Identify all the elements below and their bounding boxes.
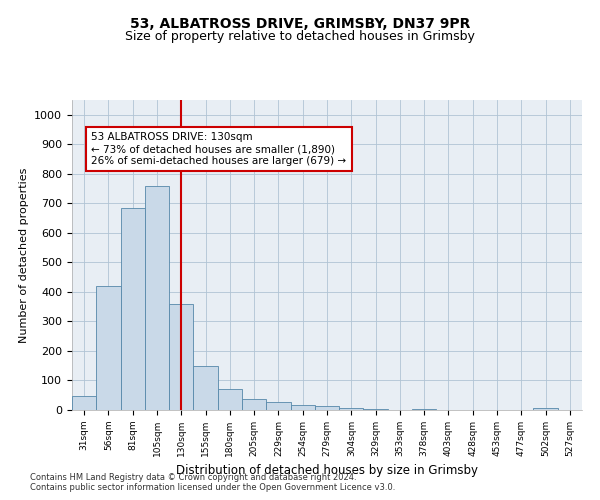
- Text: Contains public sector information licensed under the Open Government Licence v3: Contains public sector information licen…: [30, 482, 395, 492]
- Bar: [266, 402, 290, 410]
- Bar: [364, 409, 388, 410]
- Text: Contains HM Land Registry data © Crown copyright and database right 2024.: Contains HM Land Registry data © Crown c…: [30, 472, 356, 482]
- Text: Size of property relative to detached houses in Grimsby: Size of property relative to detached ho…: [125, 30, 475, 43]
- Bar: [533, 408, 558, 410]
- Text: 53 ALBATROSS DRIVE: 130sqm
← 73% of detached houses are smaller (1,890)
26% of s: 53 ALBATROSS DRIVE: 130sqm ← 73% of deta…: [91, 132, 347, 166]
- Bar: [96, 286, 121, 410]
- Y-axis label: Number of detached properties: Number of detached properties: [19, 168, 29, 342]
- Bar: [242, 399, 266, 410]
- Bar: [315, 406, 339, 410]
- Bar: [72, 396, 96, 410]
- Bar: [339, 408, 364, 410]
- Bar: [145, 186, 169, 410]
- Bar: [193, 366, 218, 410]
- Bar: [412, 408, 436, 410]
- Bar: [218, 390, 242, 410]
- Text: 53, ALBATROSS DRIVE, GRIMSBY, DN37 9PR: 53, ALBATROSS DRIVE, GRIMSBY, DN37 9PR: [130, 18, 470, 32]
- Bar: [169, 304, 193, 410]
- X-axis label: Distribution of detached houses by size in Grimsby: Distribution of detached houses by size …: [176, 464, 478, 477]
- Bar: [121, 208, 145, 410]
- Bar: [290, 404, 315, 410]
